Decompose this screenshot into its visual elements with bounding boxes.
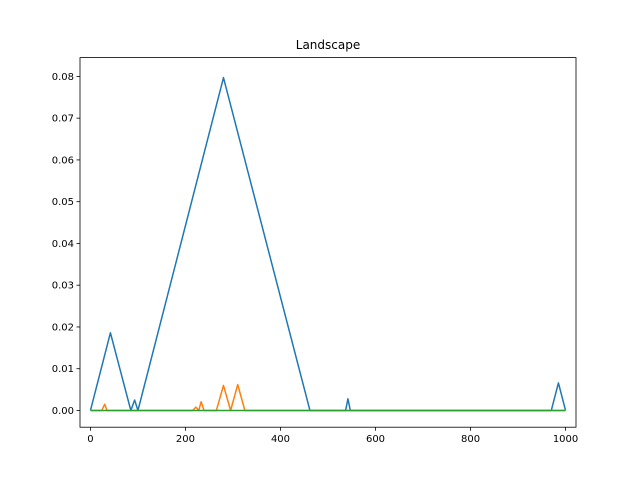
chart-title: Landscape xyxy=(296,38,360,52)
y-axis: 0.00 0.01 0.02 0.03 0.04 0.05 0.06 0.07 0.08 xyxy=(52,72,80,417)
y-tick-label: 0.08 xyxy=(52,72,74,83)
y-tick-label: 0.07 xyxy=(52,114,74,125)
y-tick-label: 0.05 xyxy=(52,197,74,208)
x-tick-label: 600 xyxy=(366,434,385,445)
x-axis: 0 200 400 600 800 1000 xyxy=(87,427,578,445)
x-tick-label: 1000 xyxy=(553,434,578,445)
x-tick-label: 200 xyxy=(176,434,195,445)
y-tick-label: 0.03 xyxy=(52,281,74,292)
y-tick-label: 0.06 xyxy=(52,155,74,166)
x-tick-label: 800 xyxy=(461,434,480,445)
series-layer xyxy=(89,76,567,412)
x-tick-label: 400 xyxy=(271,434,290,445)
y-tick-label: 0.02 xyxy=(52,322,74,333)
y-tick-label: 0.00 xyxy=(52,406,74,417)
x-tick-label: 0 xyxy=(87,434,93,445)
plot-frame xyxy=(79,57,577,428)
y-tick-label: 0.01 xyxy=(52,364,74,375)
series-line-2 xyxy=(90,383,566,412)
y-tick-label: 0.04 xyxy=(52,239,74,250)
series-line-1 xyxy=(89,76,567,412)
